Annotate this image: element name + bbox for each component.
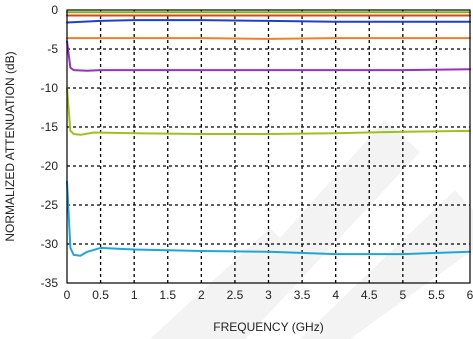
x-tick-label: 5.5: [428, 288, 445, 302]
x-axis-label: FREQUENCY (GHz): [213, 320, 323, 334]
x-tick-label: 3: [265, 288, 272, 302]
y-tick-label: -15: [41, 120, 59, 134]
x-tick-label: 4: [332, 288, 339, 302]
x-tick-label: 6: [467, 288, 473, 302]
y-tick-label: 0: [51, 3, 58, 17]
watermark-shape: [150, 120, 473, 339]
y-tick-label: -5: [47, 42, 58, 56]
x-tick-labels: 0 0.5 1 1.5 2 2.5 3 3.5 4 4.5 5 5.5 6: [64, 288, 473, 302]
y-tick-label: -10: [41, 81, 59, 95]
x-tick-label: 1: [131, 288, 138, 302]
y-tick-label: -30: [41, 237, 59, 251]
grid: [67, 10, 470, 283]
x-tick-label: 3.5: [294, 288, 311, 302]
x-tick-label: 1.5: [159, 288, 176, 302]
series-lines: [66, 11, 471, 257]
x-tick-label: 4.5: [361, 288, 378, 302]
y-tick-label: -20: [41, 159, 59, 173]
y-tick-labels: 0 -5 -10 -15 -20 -25 -30 -35: [41, 3, 59, 290]
x-tick-label: 5: [399, 288, 406, 302]
x-tick-label: 0.5: [92, 288, 109, 302]
series-line-3: [66, 19, 471, 24]
y-tick-label: -35: [41, 276, 59, 290]
series-line-4: [66, 37, 471, 40]
series-line-7: [66, 180, 471, 257]
plot-frame: [66, 9, 471, 284]
series-line-5: [66, 40, 471, 72]
x-tick-label: 0: [64, 288, 71, 302]
y-axis-label: NORMALIZED ATTENUATION (dB): [3, 51, 17, 241]
y-tick-label: -25: [41, 198, 59, 212]
x-tick-label: 2: [198, 288, 205, 302]
series-line-6: [66, 87, 471, 136]
x-tick-label: 2.5: [227, 288, 244, 302]
